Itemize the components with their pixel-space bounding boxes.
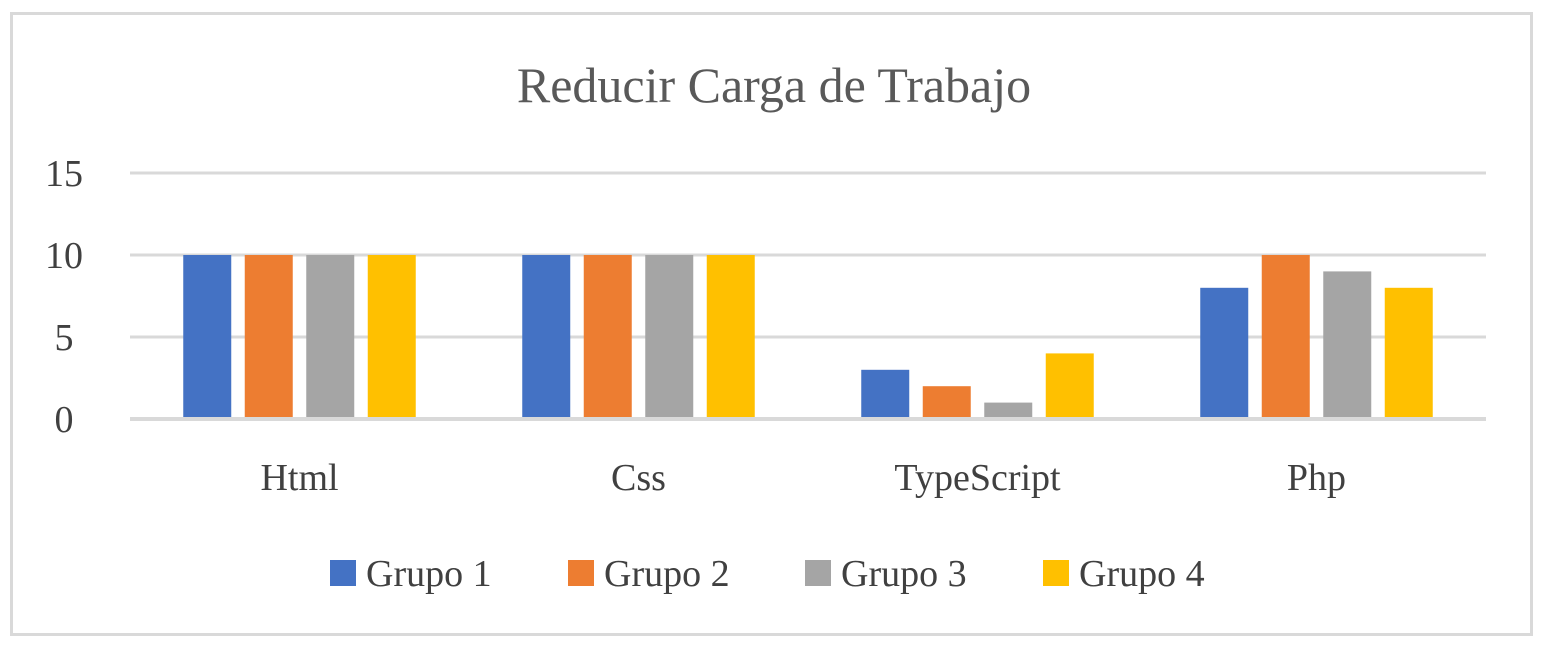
chart-title: Reducir Carga de Trabajo xyxy=(517,57,1031,113)
x-category-label-html: Html xyxy=(260,457,338,499)
bar-php-grupo-1 xyxy=(1200,287,1249,417)
x-category-label-php: Php xyxy=(1287,457,1346,499)
bar-css-grupo-4 xyxy=(706,255,755,417)
y-tick-label-0: 0 xyxy=(55,399,74,441)
legend-label-grupo-4: Grupo 4 xyxy=(1079,553,1205,595)
legend-swatch-grupo-4 xyxy=(1043,560,1069,586)
bar-php-grupo-2 xyxy=(1261,255,1310,417)
bars xyxy=(183,255,1433,417)
bar-typescript-grupo-3 xyxy=(984,402,1033,417)
bar-php-grupo-3 xyxy=(1323,271,1372,417)
bar-css-grupo-2 xyxy=(583,255,632,417)
legend-label-grupo-2: Grupo 2 xyxy=(604,553,730,595)
bar-html-grupo-4 xyxy=(367,255,416,417)
x-axis-categories: Html Css TypeScript Php xyxy=(260,457,1346,499)
bar-css-grupo-1 xyxy=(522,255,571,417)
legend-swatch-grupo-1 xyxy=(330,560,356,586)
bar-css-grupo-3 xyxy=(645,255,694,417)
bar-html-grupo-3 xyxy=(306,255,355,417)
bar-typescript-grupo-2 xyxy=(922,386,971,417)
legend-label-grupo-1: Grupo 1 xyxy=(366,553,492,595)
bar-php-grupo-4 xyxy=(1384,287,1433,417)
legend-swatch-grupo-2 xyxy=(568,560,594,586)
y-tick-label-10: 10 xyxy=(45,235,83,277)
y-tick-label-15: 15 xyxy=(45,153,83,195)
bar-html-grupo-2 xyxy=(244,255,293,417)
bar-html-grupo-1 xyxy=(183,255,232,417)
x-category-label-css: Css xyxy=(611,457,666,499)
y-axis-ticks: 0 5 10 15 xyxy=(45,153,83,441)
bar-typescript-grupo-4 xyxy=(1045,353,1094,417)
x-category-label-typescript: TypeScript xyxy=(894,457,1061,499)
grid-lines xyxy=(130,171,1486,421)
bar-typescript-grupo-1 xyxy=(861,369,910,417)
legend-label-grupo-3: Grupo 3 xyxy=(841,553,967,595)
legend: Grupo 1 Grupo 2 Grupo 3 Grupo 4 xyxy=(330,553,1205,595)
legend-swatch-grupo-3 xyxy=(805,560,831,586)
y-tick-label-5: 5 xyxy=(55,317,74,359)
